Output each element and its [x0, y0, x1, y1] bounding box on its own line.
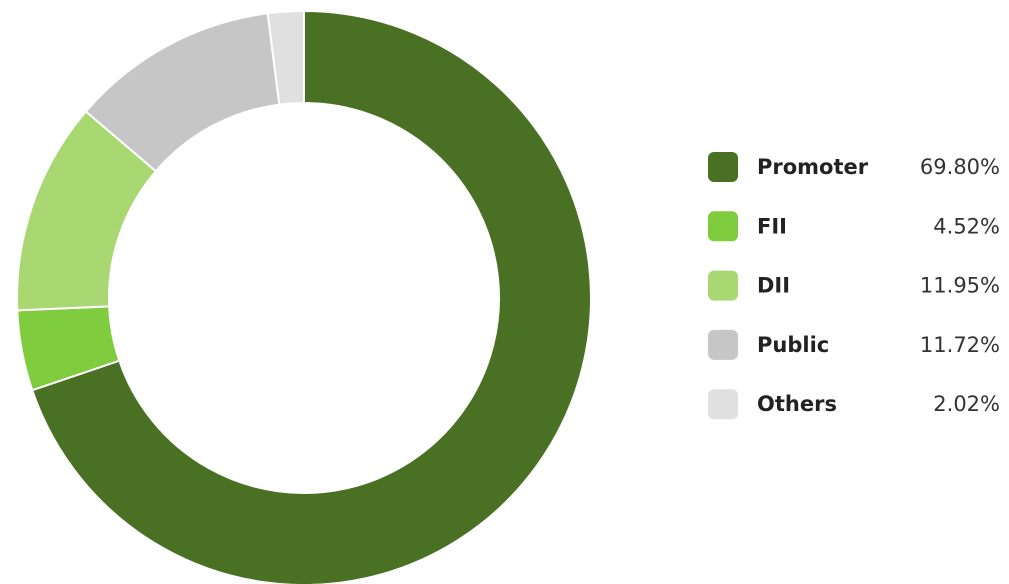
legend-swatch — [708, 152, 738, 182]
legend-swatch — [708, 389, 738, 420]
legend-value: 11.95% — [920, 274, 1000, 298]
legend-label: Public — [757, 333, 829, 357]
legend-value: 69.80% — [920, 155, 1000, 179]
donut-segment — [30, 9, 592, 584]
legend-value: 11.72% — [920, 333, 1000, 357]
legend-value: 2.02% — [933, 392, 1000, 416]
legend-label: DII — [757, 274, 790, 298]
donut-segment — [266, 9, 305, 106]
legend-label: Others — [757, 392, 837, 416]
legend-value: 4.52% — [933, 214, 1000, 238]
legend-label: Promoter — [757, 155, 869, 179]
legend-label: FII — [757, 214, 787, 238]
legend-swatch — [708, 211, 738, 242]
legend-swatch — [708, 270, 738, 301]
legend-swatch — [708, 329, 738, 360]
